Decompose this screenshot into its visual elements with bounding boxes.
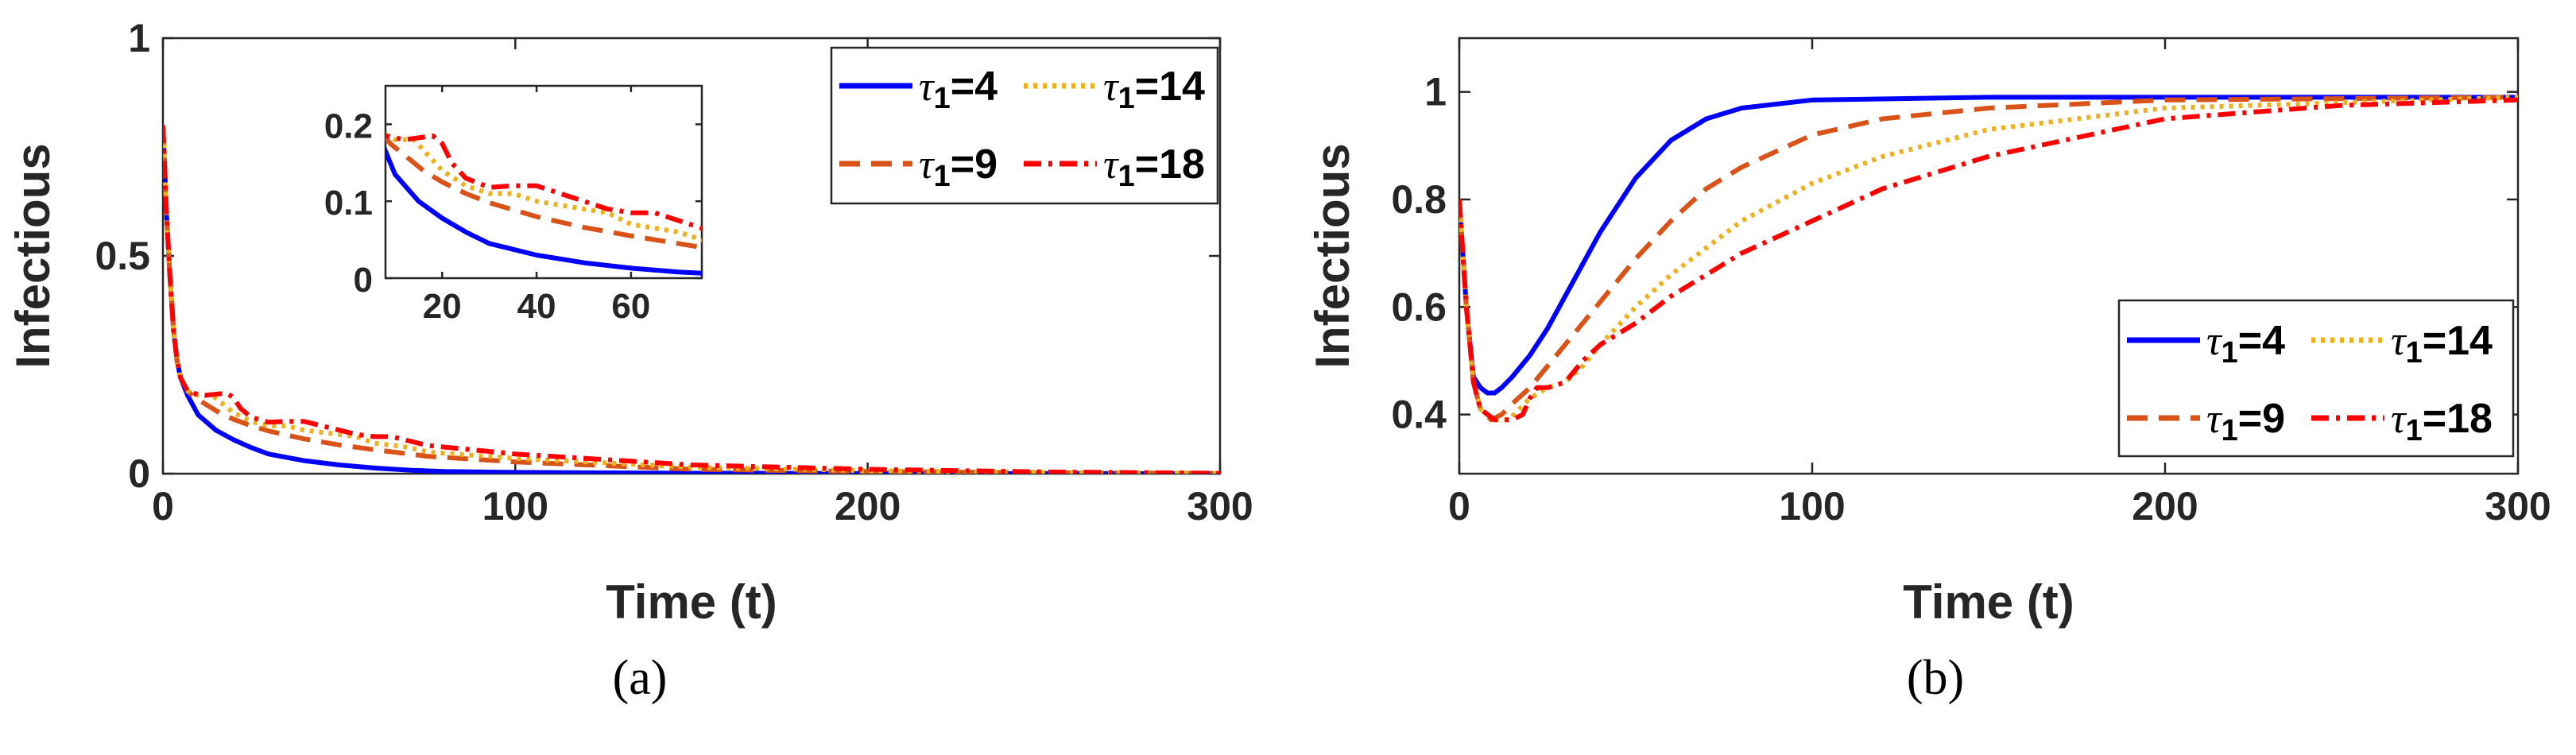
inset-xtick-label: 20 [423,287,462,326]
b-ytick-label: 1 [1424,70,1447,114]
inset-series-line [385,134,702,250]
b-xtick-label: 0 [1448,484,1470,528]
b-series-line [1459,95,2518,423]
b-legend-label: τ1=4 [2206,318,2285,370]
b-ytick-label: 0.6 [1391,285,1447,329]
b-xtick-label: 100 [1779,484,1845,528]
inset-plot-area [384,84,703,280]
legend-b: τ1=4 τ1=9 τ1=14 τ1=18 [2117,299,2515,458]
legend-a: τ1=4 τ1=9 τ1=14 τ1=18 [830,46,1219,205]
ylabel-a: Infectious [6,143,60,368]
inset-xtick-label: 60 [611,287,650,326]
inset-series-lines [385,131,702,276]
legend-box-b [2117,299,2515,458]
inset-series-line [385,145,702,276]
a-ytick-label: 1 [128,16,150,60]
a-xtick-label: 300 [1187,484,1253,528]
b-xtick-label: 200 [2132,484,2198,528]
a-series-line [163,125,1220,474]
panel-label-b: (b) [1907,651,1964,705]
a-ytick-label: 0 [128,451,150,496]
b-series-line [1459,97,2518,423]
inset-ytick-label: 0 [354,261,373,300]
ticks-b: 0 100 200 300 0.4 0.6 0.8 1 [1391,38,2551,528]
legend-box-a [830,46,1219,205]
inset-xtick-label: 40 [517,287,556,326]
b-series-line [1459,95,2518,423]
a-legend-label: τ1=4 [919,64,997,115]
panel-label-a: (a) [613,651,668,705]
a-legend-label: τ1=9 [919,141,997,193]
b-legend-label: τ1=9 [2206,396,2285,447]
a-legend-label: τ1=14 [1103,64,1205,115]
inset-series-line [385,133,702,231]
a-xtick-label: 200 [835,484,901,528]
b-series-line [1459,95,2518,396]
xlabel-a: Time (t) [606,575,777,629]
inset-a: 20 40 60 0 0.1 0.2 [324,84,703,326]
a-xtick-label: 0 [152,484,174,528]
b-ytick-label: 0.4 [1391,393,1447,437]
a-xtick-label: 100 [482,484,548,528]
a-legend-label: τ1=18 [1103,141,1205,193]
inset-series-line [385,131,702,242]
a-ytick-label: 0.5 [95,234,150,278]
series-lines-b [1459,95,2518,423]
ylabel-b: Infectious [1306,143,1359,368]
inset-ytick-label: 0.1 [324,184,373,223]
inset-ytick-label: 0.2 [324,106,373,145]
b-legend-label: τ1=18 [2391,396,2493,447]
series-lines-a [163,125,1220,474]
inset-ticks: 20 40 60 0 0.1 0.2 [324,86,702,326]
b-legend-label: τ1=14 [2391,318,2493,370]
chart-a: 0 100 200 300 0 0.5 1 Infectious Time (t) 20 40… [6,16,1253,705]
b-xtick-label: 300 [2485,484,2551,528]
xlabel-b: Time (t) [1903,575,2074,629]
b-ytick-label: 0.8 [1391,177,1447,222]
chart-b: 0 100 200 300 0.4 0.6 0.8 1 Infectious Time (t)… [1306,37,2551,705]
